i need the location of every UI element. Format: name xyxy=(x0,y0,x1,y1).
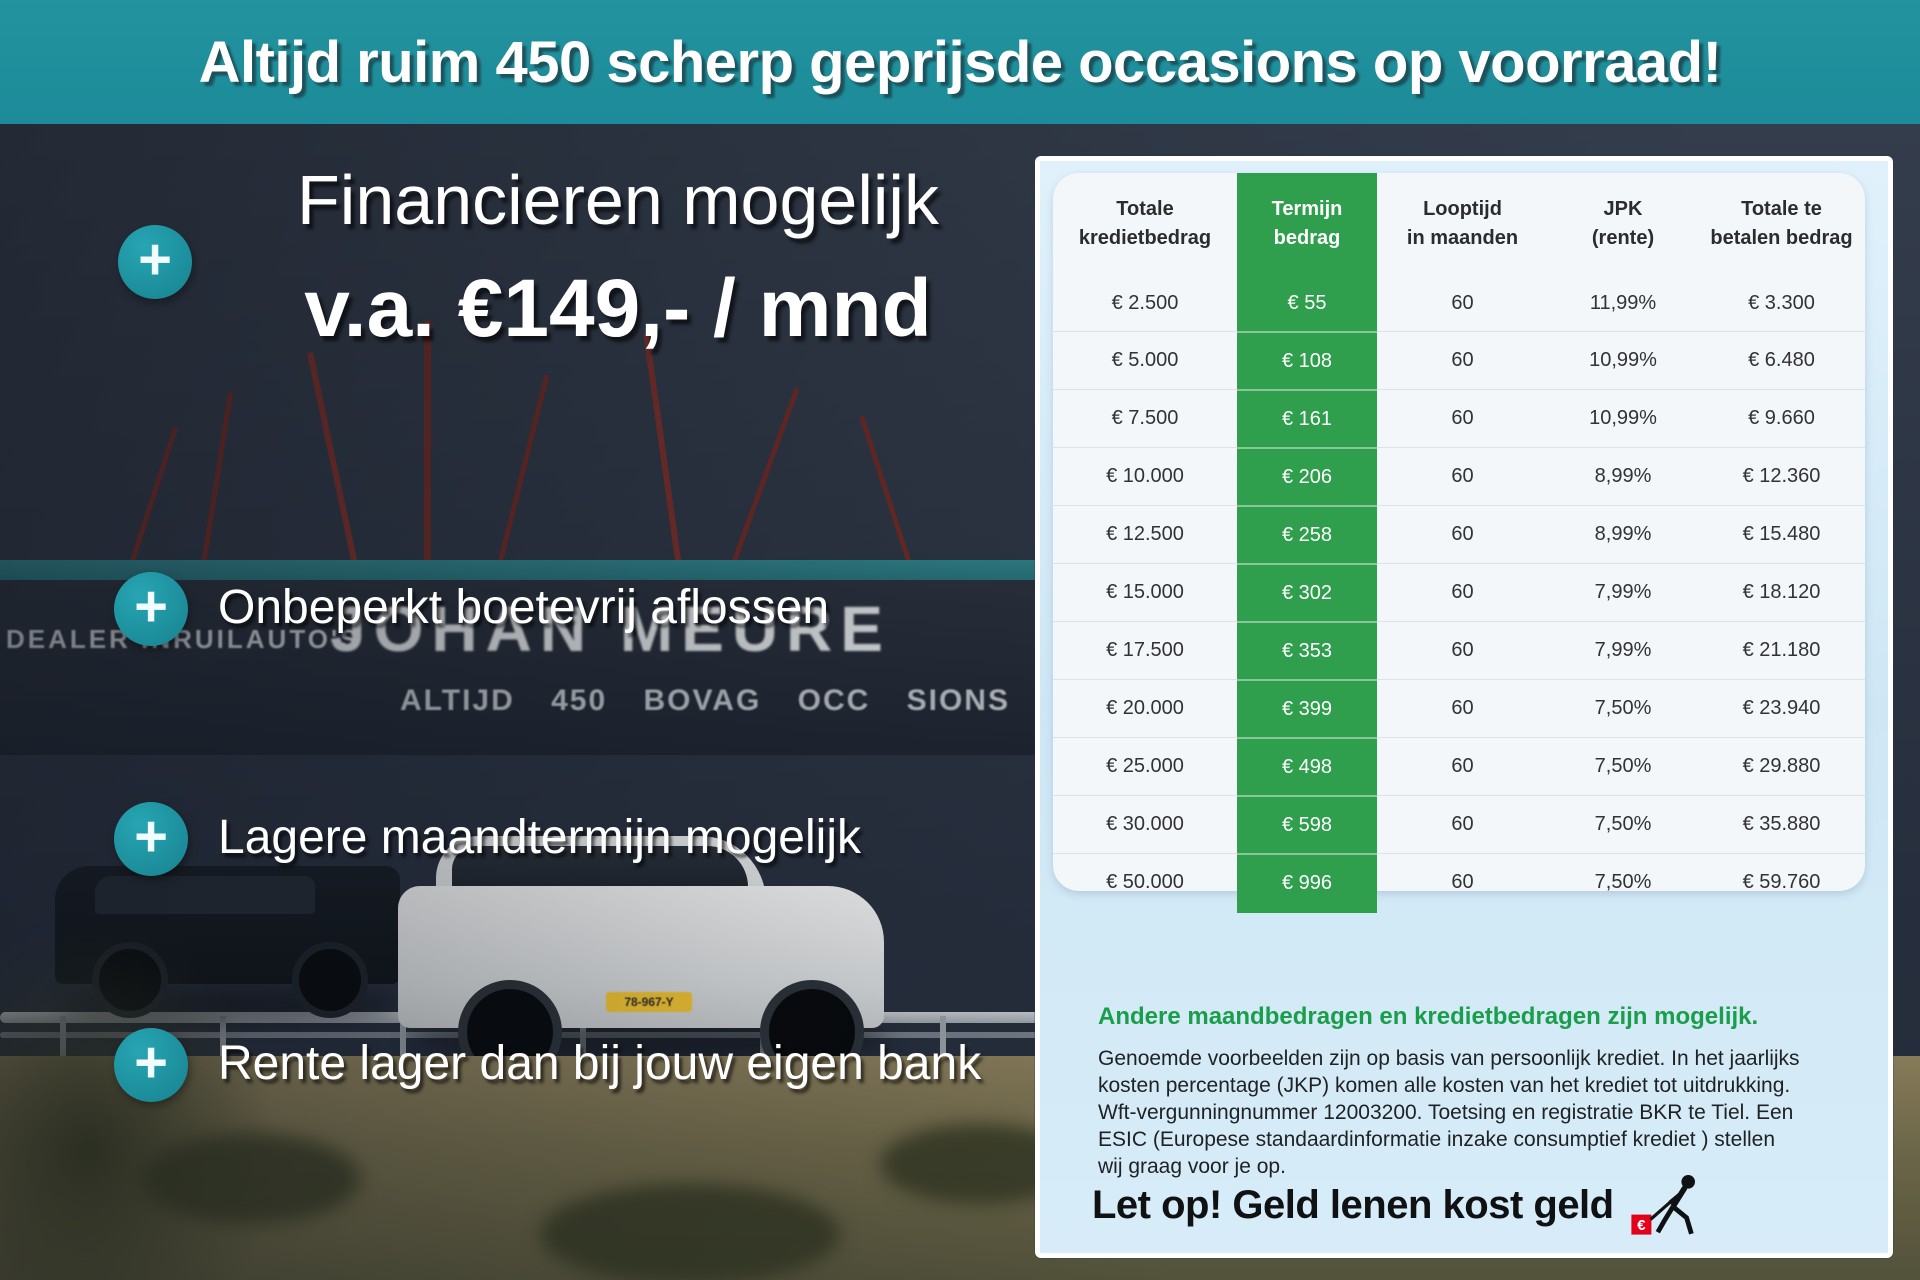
column-header: Totale te betalen bedrag xyxy=(1710,198,1853,249)
table-cell: € 30.000 xyxy=(1053,795,1237,852)
table-cell-termijn: € 55 xyxy=(1237,275,1377,331)
plus-icon: + xyxy=(114,802,188,876)
table-cell-termijn: € 161 xyxy=(1237,389,1377,447)
finance-table: Totale kredietbedrag Termijn bedrag Loop… xyxy=(1053,173,1865,911)
table-cell: € 6.480 xyxy=(1698,331,1865,388)
table-cell-termijn: € 399 xyxy=(1237,679,1377,737)
table-cell: € 29.880 xyxy=(1698,737,1865,794)
table-cell: 60 xyxy=(1377,331,1548,388)
table-cell: 7,99% xyxy=(1548,621,1698,678)
top-banner: Altijd ruim 450 scherp geprijsde occasio… xyxy=(0,0,1920,124)
table-cell: 7,50% xyxy=(1548,853,1698,910)
table-cell: 7,50% xyxy=(1548,679,1698,736)
finance-panel: Totale kredietbedrag Termijn bedrag Loop… xyxy=(1035,156,1893,1258)
table-cell: 60 xyxy=(1377,389,1548,446)
table-cell: € 17.500 xyxy=(1053,621,1237,678)
loan-warning-text: Let op! Geld lenen kost geld xyxy=(1092,1182,1614,1227)
table-cell-termijn: € 498 xyxy=(1237,737,1377,795)
table-cell: € 15.480 xyxy=(1698,505,1865,562)
table-cell: 60 xyxy=(1377,795,1548,852)
column-header-highlight: Termijn bedrag xyxy=(1237,173,1377,275)
table-cell: € 35.880 xyxy=(1698,795,1865,852)
geld-lenen-kost-geld-icon: € xyxy=(1631,1175,1695,1235)
table-cell: € 5.000 xyxy=(1053,331,1237,388)
table-cell: € 15.000 xyxy=(1053,563,1237,620)
table-cell: € 7.500 xyxy=(1053,389,1237,446)
table-cell-termijn: € 302 xyxy=(1237,563,1377,621)
table-cell: € 12.500 xyxy=(1053,505,1237,562)
table-cell: 60 xyxy=(1377,563,1548,620)
table-cell-termijn: € 353 xyxy=(1237,621,1377,679)
table-cell: € 3.300 xyxy=(1748,291,1815,314)
table-cell: € 2.500 xyxy=(1111,291,1179,314)
table-cell-termijn: € 258 xyxy=(1237,505,1377,563)
table-cell: € 21.180 xyxy=(1698,621,1865,678)
promo-bullet: Lagere maandtermijn mogelijk xyxy=(218,811,861,864)
table-cell: € 18.120 xyxy=(1698,563,1865,620)
table-cell: 11,99% xyxy=(1589,291,1657,314)
table-cell: € 20.000 xyxy=(1053,679,1237,736)
promo-bullet: Rente lager dan bij jouw eigen bank xyxy=(218,1037,982,1090)
table-cell: 8,99% xyxy=(1548,447,1698,504)
column-header: JPK (rente) xyxy=(1591,198,1655,249)
table-cell: 60 xyxy=(1451,291,1474,314)
note-heading: Andere maandbedragen en kredietbedragen … xyxy=(1098,1003,1759,1030)
table-cell-termijn: € 598 xyxy=(1237,795,1377,853)
column-header: Looptijd in maanden xyxy=(1406,198,1519,249)
table-cell: € 23.940 xyxy=(1698,679,1865,736)
plus-icon: + xyxy=(114,572,188,646)
table-cell: 7,50% xyxy=(1548,795,1698,852)
disclaimer-text: Genoemde voorbeelden zijn op basis van p… xyxy=(1098,1047,1800,1178)
svg-text:€: € xyxy=(1637,1217,1646,1234)
plus-icon: + xyxy=(114,1028,188,1102)
table-cell: 7,99% xyxy=(1548,563,1698,620)
table-cell: 60 xyxy=(1377,447,1548,504)
table-cell: 8,99% xyxy=(1548,505,1698,562)
table-cell: 7,50% xyxy=(1548,737,1698,794)
green-column-tail xyxy=(1237,891,1377,913)
table-cell: € 9.660 xyxy=(1698,389,1865,446)
table-cell: € 12.360 xyxy=(1698,447,1865,504)
promo-bullet: Onbeperkt boetevrij aflossen xyxy=(218,581,830,634)
table-cell: € 25.000 xyxy=(1053,737,1237,794)
table-cell: 10,99% xyxy=(1548,389,1698,446)
plus-icon: + xyxy=(118,225,192,299)
promo-headline: Financieren mogelijk xyxy=(297,161,939,239)
loan-warning: Let op! Geld lenen kost geld € xyxy=(1092,1173,1710,1237)
table-cell: 60 xyxy=(1377,621,1548,678)
table-cell-termijn: € 206 xyxy=(1237,447,1377,505)
table-cell: € 59.760 xyxy=(1698,853,1865,910)
promo-price-line: v.a. €149,- / mnd xyxy=(304,263,932,354)
table-cell-termijn: € 108 xyxy=(1237,331,1377,389)
banner-text: Altijd ruim 450 scherp geprijsde occasio… xyxy=(198,29,1722,95)
table-cell: 60 xyxy=(1377,853,1548,910)
table-cell: 60 xyxy=(1377,679,1548,736)
column-header: Totale kredietbedrag xyxy=(1078,198,1212,249)
table-cell: € 50.000 xyxy=(1053,853,1237,910)
table-cell: 60 xyxy=(1377,505,1548,562)
table-cell: 60 xyxy=(1377,737,1548,794)
finance-table-card: Totale kredietbedrag Termijn bedrag Loop… xyxy=(1053,173,1865,911)
table-cell: 10,99% xyxy=(1548,331,1698,388)
table-cell: € 10.000 xyxy=(1053,447,1237,504)
